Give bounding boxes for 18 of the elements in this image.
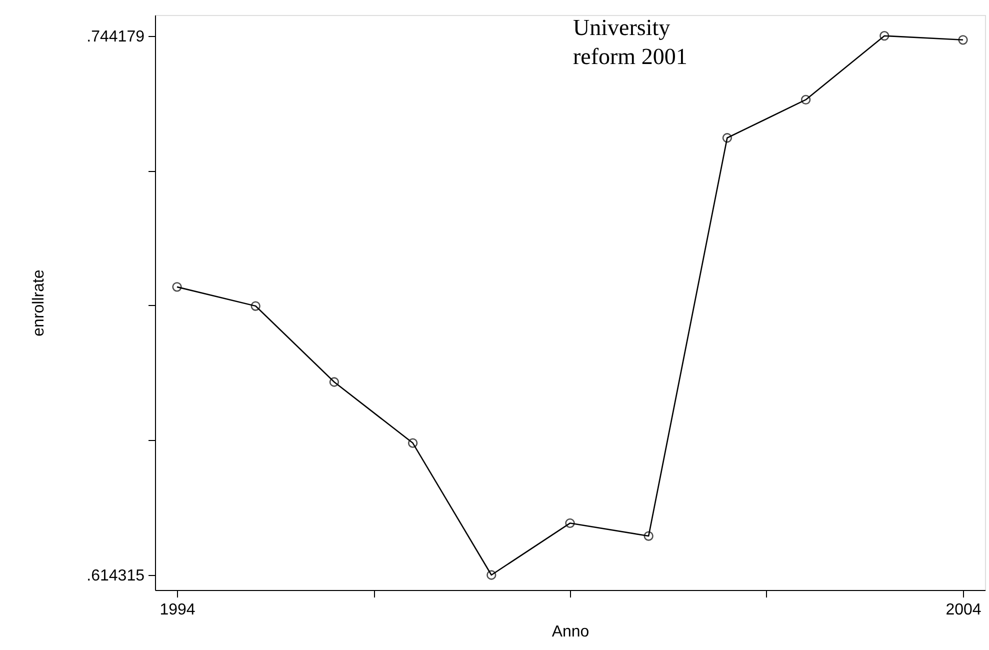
y-tick-label: .614315 — [86, 567, 145, 584]
point — [800, 94, 811, 105]
x-tick-label: 1994 — [160, 602, 196, 618]
point — [172, 282, 182, 292]
annotation: University reform 2001 — [573, 15, 688, 69]
point — [644, 531, 654, 541]
point — [486, 570, 496, 580]
x-axis-title: Anno — [552, 624, 590, 640]
point — [958, 35, 968, 45]
point — [880, 31, 890, 41]
point — [565, 518, 575, 528]
y-tick-label: .744179 — [86, 28, 145, 46]
point — [722, 133, 732, 143]
point — [329, 377, 340, 387]
point — [250, 301, 260, 311]
point — [408, 438, 418, 448]
x-tick-label: 2004 — [946, 602, 982, 618]
y-axis-title: enrollrate — [30, 270, 48, 336]
